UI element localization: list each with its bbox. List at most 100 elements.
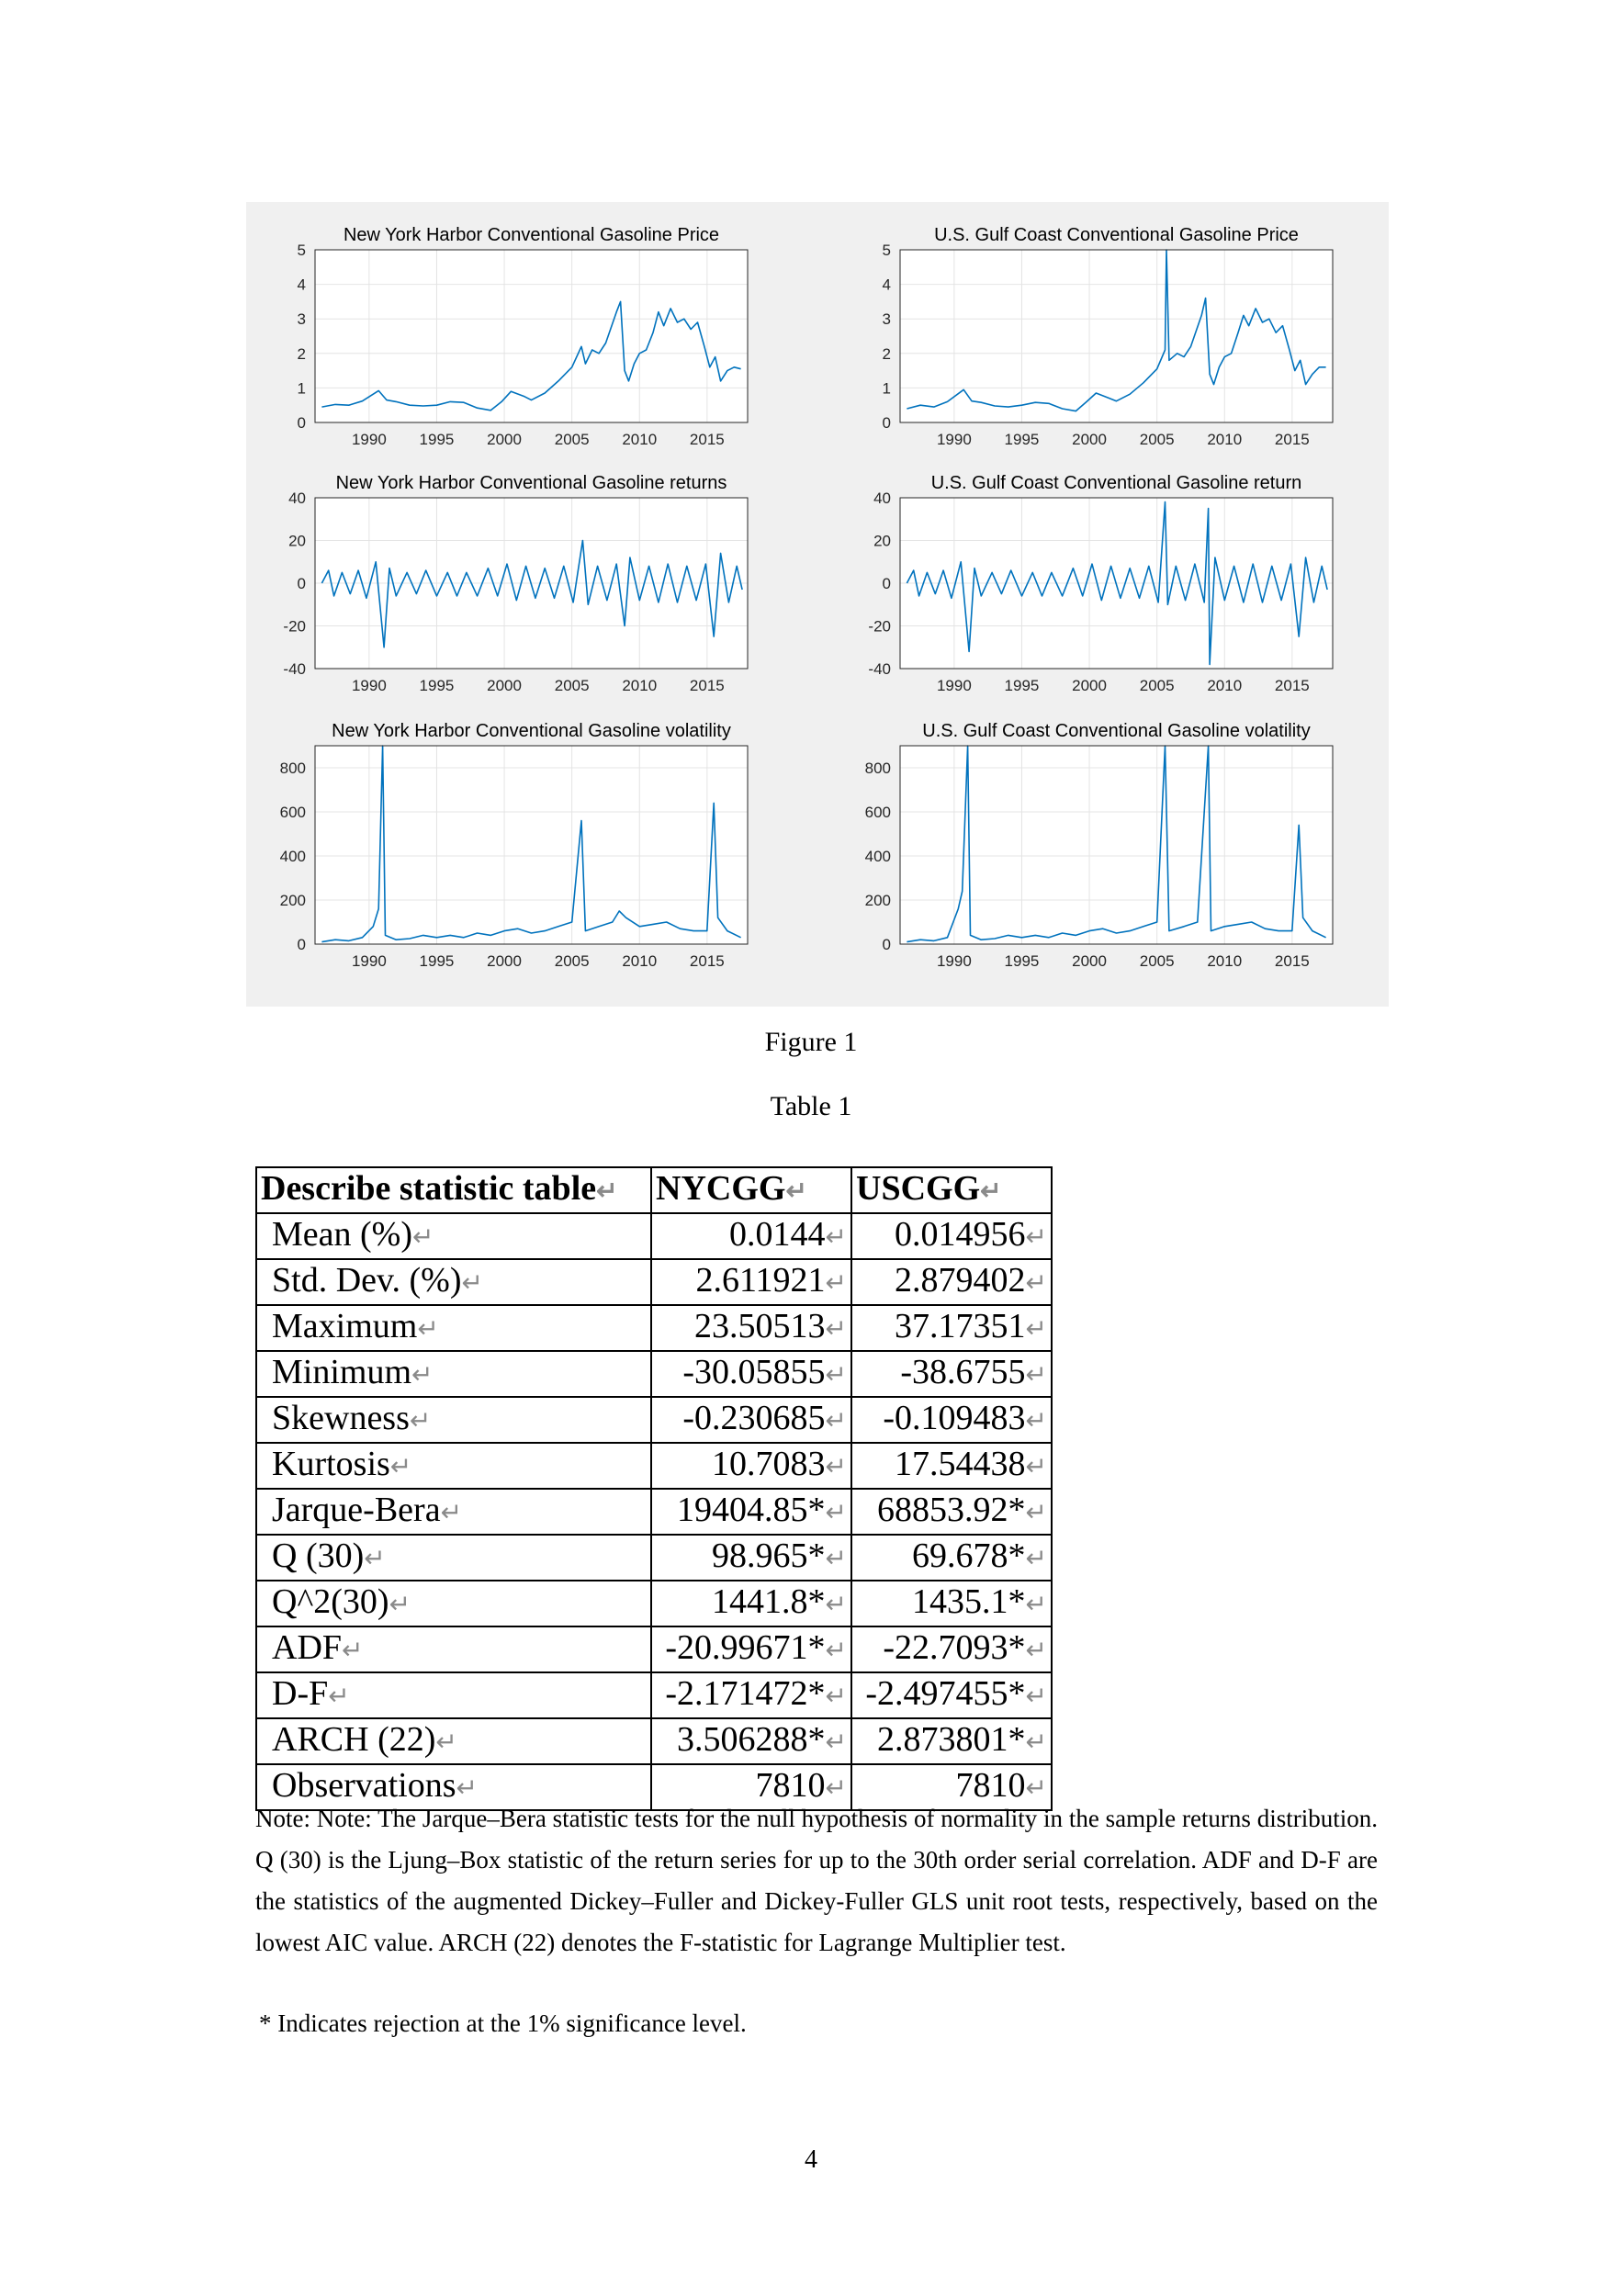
- x-tick-label: 1995: [1005, 431, 1040, 448]
- chart-5: 1990 1995 2000 2005 2010 2015 0 200 400 600 800 New…: [280, 721, 749, 970]
- y-tick-label: 800: [865, 760, 891, 777]
- axes-box: [314, 745, 749, 945]
- y-tick-label: 1: [883, 379, 891, 397]
- value-cell: 17.54438↵: [850, 1442, 1053, 1490]
- x-tick-label: 1995: [420, 677, 455, 694]
- y-tick-label: 2: [883, 345, 891, 363]
- value-cell: -2.497455*↵: [850, 1671, 1053, 1719]
- y-tick-label: 0: [298, 575, 306, 592]
- row-label-cell: Std. Dev. (%)↵: [255, 1258, 652, 1306]
- table-row: ARCH (22)↵ 3.506288*↵ 2.873801*↵: [255, 1717, 1053, 1765]
- row-label-cell: Kurtosis↵: [255, 1442, 652, 1490]
- row-label-cell: Q (30)↵: [255, 1534, 652, 1581]
- series-line: [321, 745, 741, 943]
- page-number: 4: [805, 2145, 817, 2174]
- header-cell: Describe statistic table↵: [255, 1166, 652, 1214]
- y-tick-label: 400: [280, 848, 306, 865]
- y-tick-label: 40: [288, 490, 306, 507]
- x-tick-label: 2015: [690, 677, 725, 694]
- value-cell: -0.230685↵: [650, 1396, 852, 1444]
- significance-footnote: * Indicates rejection at the 1% signific…: [259, 2009, 747, 2037]
- x-tick-label: 1990: [352, 431, 387, 448]
- value-cell: 10.7083↵: [650, 1442, 852, 1490]
- chart-2: 1990 1995 2000 2005 2010 2015 0 1 2 3 4 5 U.S. Gulf …: [883, 225, 1334, 448]
- y-tick-label: 20: [873, 533, 891, 550]
- value-cell: -38.6755↵: [850, 1350, 1053, 1398]
- x-tick-label: 1990: [352, 677, 387, 694]
- y-tick-label: -20: [868, 618, 891, 636]
- y-tick-label: -20: [283, 618, 306, 636]
- x-tick-label: 2005: [555, 677, 590, 694]
- plot-area: [900, 746, 1333, 944]
- x-tick-label: 2015: [1275, 431, 1310, 448]
- chart-title: U.S. Gulf Coast Conventional Gasoline Pr…: [934, 225, 1299, 245]
- y-tick-label: -40: [868, 660, 891, 678]
- value-cell: 1435.1*↵: [850, 1580, 1053, 1627]
- x-tick-label: 2010: [1207, 952, 1242, 970]
- chart-6: 1990 1995 2000 2005 2010 2015 0 200 400 600 800 U.S…: [865, 721, 1334, 970]
- x-tick-label: 2000: [1072, 952, 1107, 970]
- x-tick-label: 2010: [622, 952, 657, 970]
- x-tick-label: 2000: [1072, 431, 1107, 448]
- series-line: [907, 745, 1326, 943]
- x-tick-label: 1990: [937, 677, 972, 694]
- y-tick-label: 3: [883, 310, 891, 328]
- chart-title: U.S. Gulf Coast Conventional Gasoline re…: [931, 473, 1302, 493]
- y-tick-label: 400: [865, 848, 891, 865]
- chart-3: 1990 1995 2000 2005 2010 2015 -40 -20 0 20 40 New Y…: [283, 473, 749, 694]
- y-tick-label: 200: [865, 892, 891, 909]
- axes-box: [314, 497, 749, 670]
- y-tick-label: 0: [883, 575, 891, 592]
- value-cell: -0.109483↵: [850, 1396, 1053, 1444]
- x-tick-label: 2010: [622, 431, 657, 448]
- figure-panel: 1990 1995 2000 2005 2010 2015 0 1 2 3 4 5 New York H…: [246, 202, 1389, 1007]
- table-row: Q (30)↵ 98.965*↵ 69.678*↵: [255, 1534, 1053, 1581]
- x-tick-label: 2000: [487, 677, 522, 694]
- value-cell: 2.611921↵: [650, 1258, 852, 1306]
- plot-area: [900, 250, 1333, 422]
- series-line: [907, 249, 1326, 412]
- x-tick-label: 2015: [690, 431, 725, 448]
- y-tick-label: 800: [280, 760, 306, 777]
- x-tick-label: 2015: [1275, 952, 1310, 970]
- value-cell: 23.50513↵: [650, 1304, 852, 1352]
- value-cell: 98.965*↵: [650, 1534, 852, 1581]
- table-row: Jarque-Bera↵ 19404.85*↵ 68853.92*↵: [255, 1488, 1053, 1536]
- value-cell: 19404.85*↵: [650, 1488, 852, 1536]
- x-tick-label: 2015: [690, 952, 725, 970]
- series-line: [321, 300, 741, 411]
- chart-4: 1990 1995 2000 2005 2010 2015 -40 -20 0 20 40 U.S. …: [868, 473, 1334, 694]
- x-tick-label: 1990: [937, 952, 972, 970]
- row-label-cell: Minimum↵: [255, 1350, 652, 1398]
- y-tick-label: 200: [280, 892, 306, 909]
- value-cell: 7810↵: [650, 1763, 852, 1811]
- x-tick-label: 2005: [555, 431, 590, 448]
- value-cell: -30.05855↵: [650, 1350, 852, 1398]
- axes-box: [899, 745, 1334, 945]
- y-tick-label: 600: [280, 804, 306, 821]
- x-tick-label: 1990: [352, 952, 387, 970]
- row-label-cell: Mean (%)↵: [255, 1212, 652, 1260]
- table-header-row: Describe statistic table↵ NYCGG↵ USCGG↵: [255, 1166, 1053, 1214]
- table-row: Maximum↵ 23.50513↵ 37.17351↵: [255, 1304, 1053, 1352]
- table-row: Observations↵ 7810↵ 7810↵: [255, 1763, 1053, 1811]
- table-note: Note: Note: The Jarque–Bera statistic te…: [255, 1805, 1378, 1956]
- axes-box: [899, 249, 1334, 423]
- row-label-cell: Observations↵: [255, 1763, 652, 1811]
- plot-area: [315, 250, 748, 422]
- table-caption: Table 1: [770, 1091, 852, 1121]
- value-cell: 1441.8*↵: [650, 1580, 852, 1627]
- value-cell: 69.678*↵: [850, 1534, 1053, 1581]
- x-tick-label: 2000: [487, 952, 522, 970]
- value-cell: 7810↵: [850, 1763, 1053, 1811]
- x-tick-label: 2005: [555, 952, 590, 970]
- statistics-table: Describe statistic table↵ NYCGG↵ USCGG↵ …: [255, 1166, 1053, 1811]
- value-cell: 0.0144↵: [650, 1212, 852, 1260]
- y-tick-label: 0: [883, 936, 891, 953]
- x-tick-label: 1995: [1005, 677, 1040, 694]
- figure-caption: Figure 1: [764, 1027, 858, 1057]
- y-tick-label: 0: [298, 936, 306, 953]
- plot-area: [315, 746, 748, 944]
- axes-box: [314, 249, 749, 423]
